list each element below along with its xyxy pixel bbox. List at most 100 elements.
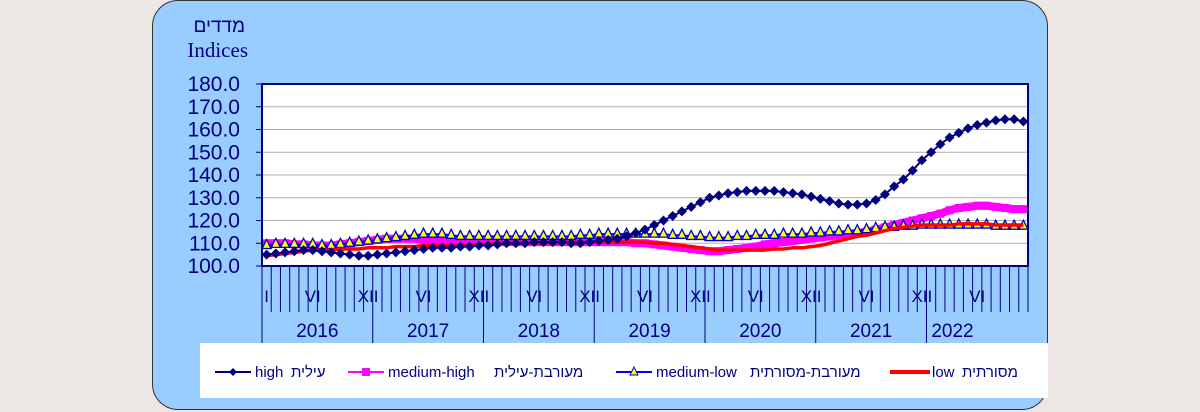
medium-low-point <box>371 232 383 244</box>
legend-label-en: low <box>932 364 955 381</box>
triangle-icon <box>629 365 639 376</box>
y-tick-label: 160.0 <box>187 119 240 142</box>
high-point <box>981 117 992 128</box>
high-point <box>289 246 300 257</box>
medium-high-point <box>945 206 954 215</box>
medium-high-point <box>770 239 779 248</box>
high-point <box>372 249 383 260</box>
medium-low-point <box>694 228 706 241</box>
high-point <box>427 242 438 253</box>
year-label-2020: 2020 <box>739 321 781 342</box>
high-point <box>861 198 872 209</box>
high-point <box>307 245 318 256</box>
medium-low-point <box>759 227 771 239</box>
high-point <box>1009 114 1020 125</box>
medium-low-point <box>842 223 854 235</box>
month-label: VI <box>748 287 764 306</box>
y-tick-label: 150.0 <box>187 141 240 164</box>
high-point <box>335 248 346 259</box>
medium-low-point <box>344 235 356 247</box>
high-point <box>778 187 789 198</box>
medium-high-point <box>807 234 816 243</box>
month-label: VI <box>415 287 431 306</box>
medium-low-point <box>676 227 688 239</box>
month-label: I <box>264 287 269 306</box>
medium-low-point <box>851 223 863 235</box>
high-point <box>501 238 512 249</box>
high-point <box>473 240 484 251</box>
medium-low-point <box>362 233 374 245</box>
high-point <box>612 233 623 244</box>
medium-low-point <box>464 228 476 241</box>
high-point <box>852 199 863 210</box>
medium-low-point <box>833 224 845 236</box>
medium-high-point <box>659 241 668 250</box>
y-tick-label: 170.0 <box>187 96 240 119</box>
high-point <box>713 190 724 201</box>
high-point <box>510 238 521 249</box>
medium-high-point <box>668 242 677 251</box>
legend-item-high: high עילית <box>215 364 326 381</box>
high-point <box>492 239 503 250</box>
high-point <box>759 185 770 196</box>
legend-item-medium-low: medium-low מעורבת-מסורתית <box>616 364 861 381</box>
legend: high עילית medium-high מעורבת-עילית medium-l… <box>215 364 1018 381</box>
high-point <box>418 243 429 254</box>
medium-low-point <box>722 230 734 242</box>
medium-low-point <box>814 225 826 237</box>
medium-high-point <box>1000 203 1009 212</box>
medium-low-point <box>657 226 670 238</box>
chart-title-english: Indices <box>187 38 248 62</box>
high-point <box>695 197 706 208</box>
high-point <box>261 249 272 260</box>
high-point <box>280 247 291 258</box>
month-label: XII <box>579 287 600 306</box>
high-point <box>806 191 817 202</box>
high-point <box>935 139 946 150</box>
medium-low-point <box>390 230 402 242</box>
high-point <box>787 188 798 199</box>
high-point <box>649 220 660 231</box>
high-point <box>316 246 327 257</box>
medium-high-point <box>447 236 456 245</box>
medium-low-point <box>860 222 873 234</box>
medium-high-point <box>779 238 788 247</box>
high-point <box>843 199 854 210</box>
medium-high-point <box>705 247 714 256</box>
medium-low-point <box>685 228 697 241</box>
high-point <box>667 210 678 221</box>
chart-title-hebrew: מדדים <box>193 16 245 37</box>
high-point <box>963 123 974 134</box>
medium-high-point <box>687 244 696 253</box>
medium-high-point <box>760 240 769 249</box>
legend-label-en: medium-high <box>388 364 475 381</box>
high-point <box>621 231 632 242</box>
year-label-2019: 2019 <box>628 321 670 342</box>
high-point <box>879 189 890 200</box>
legend-label-he: מעורבת-עילית <box>494 364 583 381</box>
high-point <box>603 234 614 245</box>
medium-high-point <box>419 235 428 244</box>
month-label: VI <box>526 287 542 306</box>
medium-high-point <box>677 243 686 252</box>
medium-low-point <box>399 228 411 241</box>
medium-low-point <box>787 226 799 238</box>
medium-high-point <box>991 202 1000 211</box>
high-point <box>409 245 420 256</box>
high-point <box>815 193 826 204</box>
medium-high-point <box>751 242 760 251</box>
medium-high-point <box>927 211 936 220</box>
month-label: VI <box>305 287 321 306</box>
high-point <box>658 215 669 226</box>
medium-low-point <box>408 227 420 239</box>
medium-high-point <box>797 235 806 244</box>
high-point <box>464 241 475 252</box>
medium-low-point <box>750 227 762 239</box>
high-point <box>972 119 983 130</box>
y-tick-label: 140.0 <box>187 164 240 187</box>
high-point <box>999 114 1010 125</box>
month-label: XII <box>468 287 489 306</box>
high-point <box>990 115 1001 126</box>
high-point <box>1018 116 1029 127</box>
